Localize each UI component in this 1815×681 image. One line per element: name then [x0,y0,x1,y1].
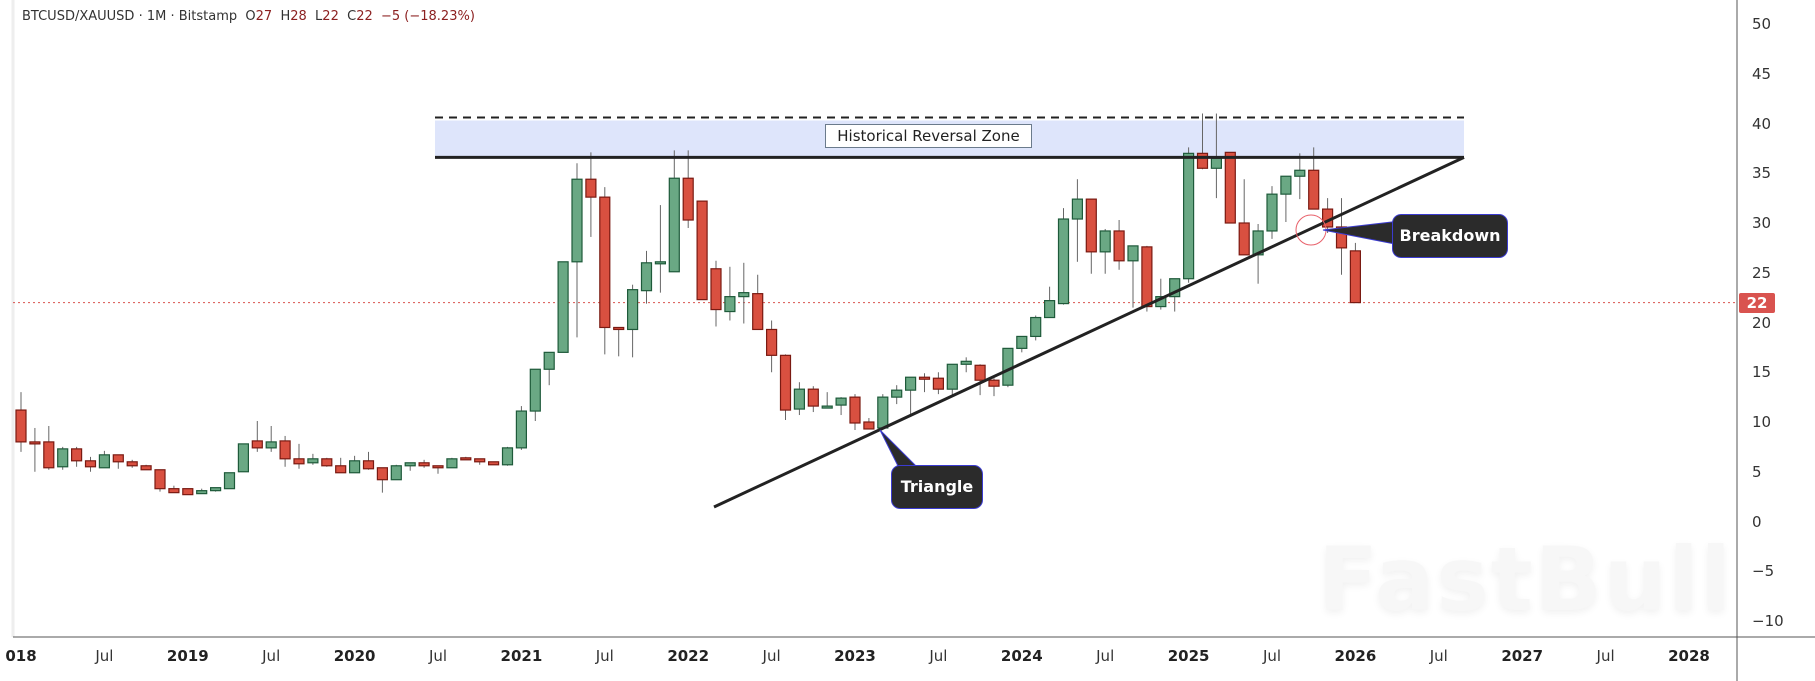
zone-label: Historical Reversal Zone [825,124,1032,148]
x-tick-label: 018 [5,647,37,665]
interval: 1M [146,9,167,24]
y-tick-label: −10 [1752,612,1784,630]
high-value: 28 [290,9,307,24]
x-tick-label: Jul [595,647,614,665]
x-tick-label: Jul [1262,647,1282,665]
close-value: 22 [356,9,373,24]
chart-title: BTCUSD/XAUUSD · 1M · Bitstamp O27 H28 L2… [22,9,475,24]
open-value: 27 [255,9,273,24]
x-tick-label: 2020 [333,647,376,665]
x-tick-label: 2024 [1000,647,1043,665]
x-tick-label: Jul [1096,647,1115,665]
y-tick-label: −5 [1752,562,1775,581]
y-tick-label: 35 [1752,164,1772,183]
x-tick-label: Jul [95,647,114,665]
y-tick-label: 25 [1752,263,1772,282]
breakdown-callout: Breakdown [1392,214,1508,258]
x-tick-label: 2022 [667,647,710,665]
y-tick-label: 50 [1752,15,1772,33]
y-tick-label: 0 [1752,512,1762,531]
symbol: BTCUSD/XAUUSD [22,9,135,24]
x-tick-label: Jul [1596,647,1615,665]
x-tick-label: Jul [262,647,281,665]
x-tick-label: 2023 [834,647,876,665]
triangle-callout: Triangle [891,465,983,509]
y-tick-label: 15 [1752,363,1772,382]
x-tick-label: Jul [1429,647,1448,665]
y-tick-label: 40 [1752,114,1772,133]
exchange: Bitstamp [178,9,238,24]
low-value: 22 [322,9,339,24]
x-tick-label: Jul [428,647,448,665]
last-price-tag: 22 [1739,292,1775,313]
y-tick-label: 10 [1752,413,1772,431]
x-tick-label: Jul [762,647,781,665]
y-tick-label: 20 [1752,313,1772,332]
x-tick-label: 2027 [1501,647,1544,665]
y-tick-label: 30 [1752,214,1772,232]
watermark-logo: FastBull [1318,528,1733,631]
x-tick-label: 2026 [1334,647,1377,665]
x-tick-label: 2019 [166,647,209,665]
x-tick-label: 2021 [500,647,543,665]
x-tick-label: 2025 [1167,647,1210,665]
y-tick-label: 5 [1752,462,1762,481]
x-tick-label: 2028 [1668,647,1710,665]
x-tick-label: Jul [929,647,948,665]
y-tick-label: 45 [1752,64,1772,83]
change-value: −5 (−18.23%) [381,9,475,24]
